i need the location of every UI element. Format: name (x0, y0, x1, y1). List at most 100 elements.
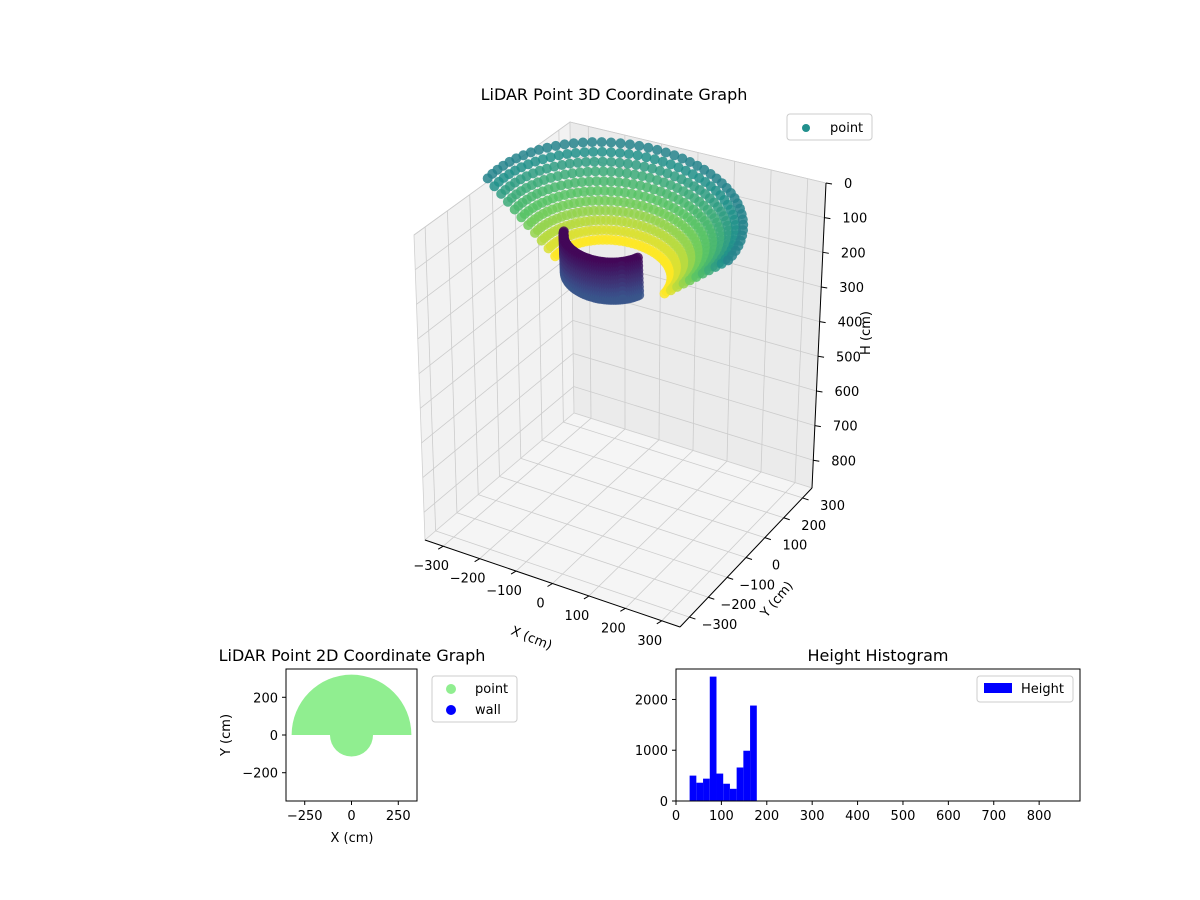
tick-label-y: −100 (739, 578, 775, 593)
scatter-point-3d (652, 144, 663, 155)
scatter-point-3d (570, 148, 581, 158)
legend-marker-height (984, 683, 1012, 693)
grid-line-y-floor (499, 476, 747, 558)
tick-label-z: 500 (836, 350, 861, 365)
scatter-point-3d (556, 160, 567, 170)
axes-3d (424, 182, 833, 628)
scatter-point-3d (606, 157, 617, 167)
scatter-point-3d (606, 176, 617, 187)
tick-label-x: −100 (486, 584, 522, 599)
tick-mark-z (821, 286, 828, 289)
tick-mark-y (745, 557, 753, 560)
scatter-point-3d (591, 176, 602, 187)
histogram-bar (729, 788, 737, 801)
scatter-point-3d (584, 176, 595, 187)
tick-mark-z (813, 459, 820, 462)
scatter-point-3d (657, 156, 668, 167)
tick-label-y: 100 (782, 539, 807, 554)
scatter-point-3d (631, 160, 642, 170)
scatter-point-3d (596, 137, 607, 148)
histogram-bar (689, 775, 697, 801)
scatter-point-3d (622, 158, 633, 169)
tick-mark-x (620, 607, 626, 612)
scatter-point-3d (614, 167, 625, 178)
scatter-point-3d (516, 212, 527, 223)
tick-label-z: 600 (834, 385, 859, 400)
tick-label-y-2d: 0 (270, 729, 278, 744)
scatter-point-3d (597, 156, 608, 167)
scatter-point-3d (623, 149, 634, 159)
grid-line-y-floor (478, 494, 728, 578)
tick-mark-x (437, 545, 444, 550)
scatter-point-3d (629, 169, 640, 180)
scatter-point-3d (550, 251, 561, 262)
tick-mark-x (583, 595, 590, 600)
y-axis-label-2d: Y (cm) (219, 714, 234, 757)
tick-mark-y (783, 517, 790, 521)
scatter-point-3d (582, 166, 593, 177)
grid-line-y (469, 194, 479, 495)
tick-mark-y (689, 616, 696, 620)
scatter-point-3d (598, 166, 609, 177)
scatter-point-3d (621, 168, 632, 179)
tick-label-y: 200 (801, 519, 826, 534)
tick-label-x-hist: 100 (709, 809, 734, 824)
scatter-point-3d (597, 146, 608, 157)
scatter-point-3d (482, 173, 493, 184)
y-axis-line (679, 487, 813, 628)
scatter-point-3d (567, 168, 578, 179)
tick-label-x-2d: −250 (287, 809, 323, 824)
scatter-point-3d (606, 147, 617, 158)
scatter-point-3d (634, 140, 645, 151)
tick-mark-z (819, 321, 826, 324)
scatter-point-3d (536, 235, 547, 246)
scatter-point-3d (590, 166, 601, 177)
scatter-point-3d (562, 149, 573, 159)
scatter-point-3d (649, 154, 660, 165)
tick-mark-y (802, 497, 809, 501)
tick-label-x-hist: 800 (1027, 809, 1052, 824)
legend-label-wall-2d: wall (475, 703, 501, 718)
grid-line-x (760, 169, 772, 472)
scatter-point-3d (598, 176, 609, 187)
scatter-point-3d (550, 140, 561, 151)
scatter-point-3d (533, 144, 544, 155)
scatter-point-3d (579, 147, 590, 158)
tick-label-y-2d: 200 (253, 691, 278, 706)
chart-title-3d: LiDAR Point 3D Coordinate Graph (481, 85, 748, 104)
scatter-point-3d (669, 150, 680, 161)
scatter-point-3d (606, 137, 617, 148)
tick-label-y-hist: 1000 (635, 744, 668, 759)
tick-label-x: −200 (450, 572, 486, 587)
tick-label-x-hist: 400 (845, 809, 870, 824)
tick-label-y: −200 (720, 598, 756, 613)
scatter-point-3d (665, 159, 676, 170)
scatter-point-3d (509, 204, 520, 215)
tick-mark-y (726, 576, 734, 580)
scatter-point-3d (576, 177, 587, 188)
histogram-bar (709, 676, 717, 801)
legend-marker-wall-2d (446, 705, 456, 715)
legend-label-point: point (830, 121, 863, 136)
scatter-point-3d (647, 163, 658, 174)
tick-labels-3d: −300−200−1000100200300−300−200−100010020… (413, 177, 867, 649)
legend-marker-point (802, 124, 810, 132)
tick-label-y: −300 (702, 618, 738, 633)
legend-2d: point wall (431, 675, 518, 723)
tick-label-x: −300 (413, 559, 449, 574)
scatter-point-3d (581, 157, 591, 167)
tick-label-z: 200 (841, 246, 866, 261)
point-series-disc (329, 713, 374, 757)
tick-label-x-hist: 600 (936, 809, 961, 824)
scatter-point-3d (614, 157, 625, 168)
scatter-point-3d (624, 139, 635, 150)
tick-mark-x (547, 583, 553, 587)
tick-label-x-hist: 0 (672, 809, 680, 824)
tick-label-y-hist: 0 (660, 795, 668, 810)
scatter-2d-plot: LiDAR Point 2D Coordinate Graph −250 0 250… (219, 646, 518, 846)
grid-line-y-floor (456, 512, 709, 598)
scatter-point-3d (537, 154, 548, 165)
tick-label-z: 700 (833, 420, 858, 435)
scatter-3d-plot: LiDAR Point 3D Coordinate Graph −300−200… (413, 85, 874, 654)
